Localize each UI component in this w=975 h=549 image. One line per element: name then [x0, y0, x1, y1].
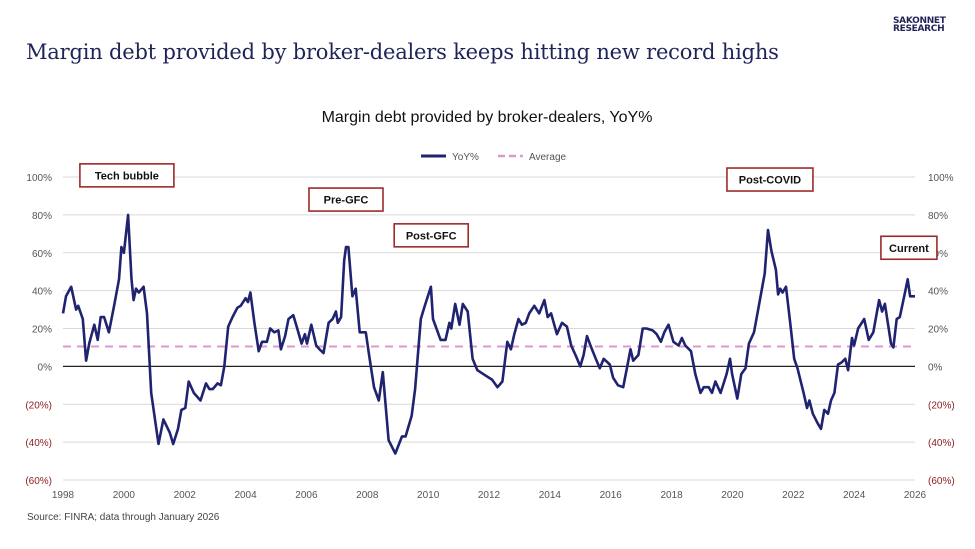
yoy-series-line [61, 213, 915, 455]
logo-line-2: RESEARCH [893, 24, 945, 34]
x-tick-label: 2018 [660, 490, 683, 501]
y-tick-label-left: (20%) [25, 400, 52, 411]
x-tick-label: 2012 [478, 490, 501, 501]
page-headline: Margin debt provided by broker-dealers k… [26, 40, 779, 64]
annotation-box [726, 167, 814, 192]
annotation-callout: Current [880, 235, 938, 261]
x-tick-label: 2024 [843, 490, 866, 501]
y-tick-label-left: 0% [38, 362, 53, 373]
gridlines [63, 176, 915, 481]
y-tick-label-left: 60% [32, 249, 52, 260]
y-tick-label-right: (20%) [928, 400, 955, 411]
y-tick-label-left: 20% [32, 325, 52, 336]
annotation-label: Post-GFC [406, 230, 457, 242]
sakonnet-research-logo: SAKONNET RESEARCH [893, 16, 946, 34]
y-tick-label-right: 20% [928, 325, 948, 336]
annotation-box [308, 187, 384, 212]
legend-average-label: Average [529, 152, 567, 163]
annotation-label: Tech bubble [95, 170, 159, 182]
logo-line-1: SAKONNET [893, 16, 946, 26]
y-tick-label-right: 80% [928, 211, 948, 222]
annotation-callout: Pre-GFC [308, 187, 384, 212]
x-tick-label: 2026 [904, 490, 927, 501]
y-tick-label-right: 0% [928, 362, 943, 373]
annotation-label: Current [889, 243, 929, 255]
annotation-box [79, 163, 175, 188]
annotations: Tech bubble Pre-GFC Post-GFC Post-COVID Curr… [79, 163, 938, 261]
y-tick-label-left: (60%) [25, 476, 52, 487]
x-tick-label: 1998 [52, 490, 75, 501]
chart-title: Margin debt provided by broker-dealers, … [322, 109, 653, 126]
y-tick-label-right: (60%) [928, 476, 955, 487]
x-tick-label: 2004 [234, 490, 257, 501]
y-axis-left: 100% 80% 60% 40% 20% 0% (20%) (40%) (60%) [25, 173, 52, 487]
y-tick-label-right: 100% [928, 173, 954, 184]
x-tick-label: 2010 [417, 490, 440, 501]
y-tick-label-left: 100% [26, 173, 52, 184]
y-tick-label-left: 80% [32, 211, 52, 222]
y-tick-label-right: 60% [928, 249, 948, 260]
y-tick-label-right: 40% [928, 287, 948, 298]
y-tick-label-right: (40%) [928, 438, 955, 449]
annotation-label: Post-COVID [739, 175, 801, 187]
x-axis: 1998 2000 2002 2004 2006 2008 2010 2012 2014 2016… [52, 490, 927, 501]
x-tick-label: 2016 [600, 490, 623, 501]
x-tick-label: 2022 [782, 490, 805, 501]
x-tick-label: 2020 [721, 490, 744, 501]
annotation-box [880, 235, 938, 261]
annotation-label: Pre-GFC [324, 195, 369, 207]
x-tick-label: 2008 [356, 490, 379, 501]
annotation-callout: Post-GFC [393, 223, 469, 248]
legend: YoY% Average [421, 152, 567, 163]
y-tick-label-left: (40%) [25, 438, 52, 449]
x-tick-label: 2014 [539, 490, 562, 501]
x-tick-label: 2006 [295, 490, 318, 501]
annotation-callout: Tech bubble [79, 163, 175, 188]
source-note: Source: FINRA; data through January 2026 [27, 512, 220, 523]
annotation-box [393, 223, 469, 248]
legend-yoy-label: YoY% [452, 152, 479, 163]
annotation-callout: Post-COVID [726, 167, 814, 192]
x-tick-label: 2000 [113, 490, 136, 501]
y-tick-label-left: 40% [32, 287, 52, 298]
x-tick-label: 2002 [174, 490, 197, 501]
y-axis-right: 100% 80% 60% 40% 20% 0% (20%) (40%) (60%) [928, 173, 955, 487]
